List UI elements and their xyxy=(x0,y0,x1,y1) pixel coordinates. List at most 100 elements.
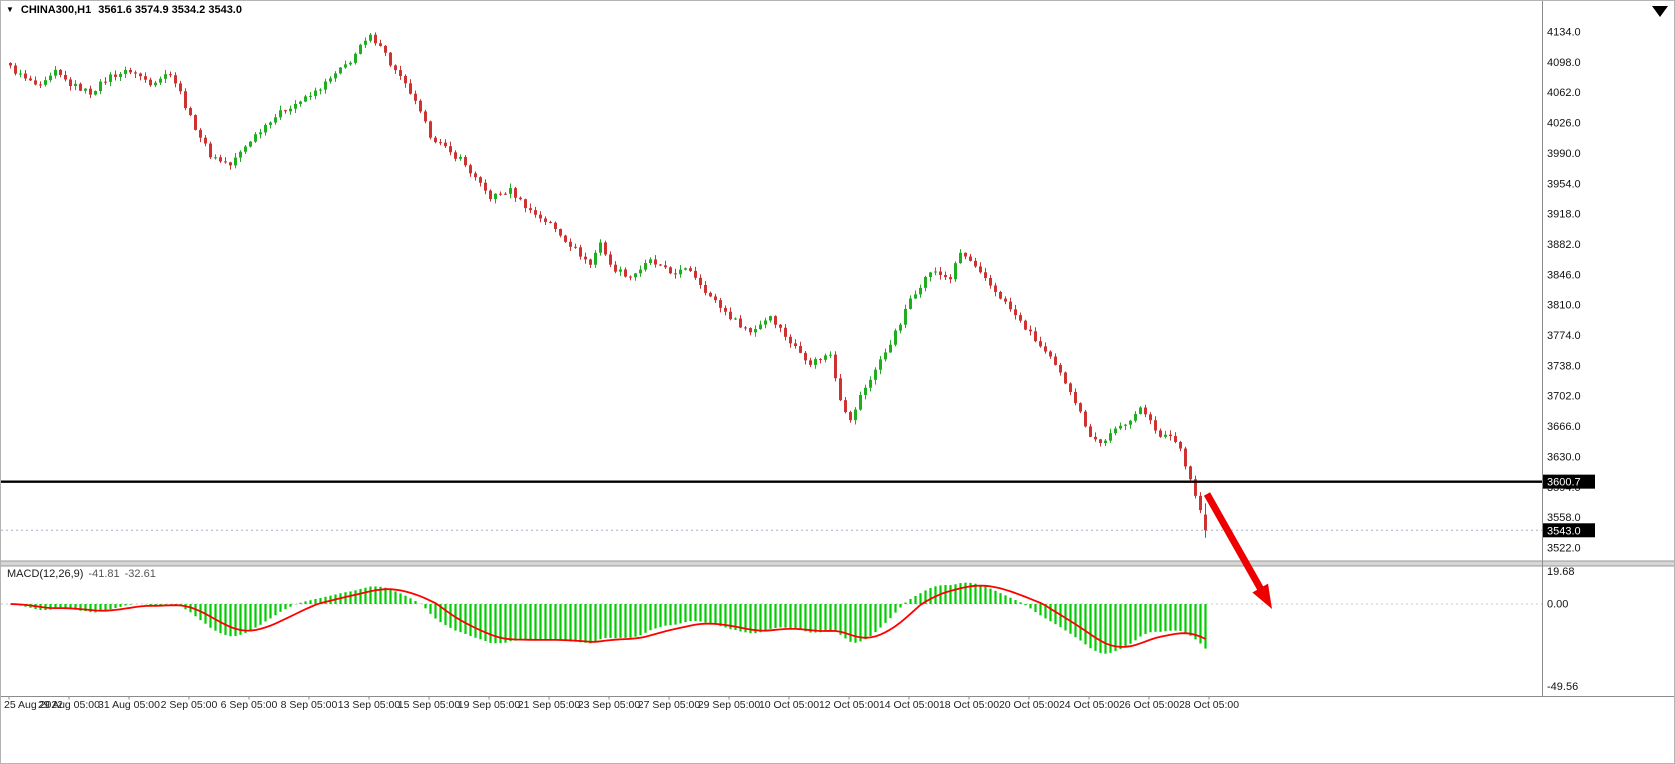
candle-body xyxy=(239,151,242,158)
candle-body xyxy=(439,142,442,144)
candle-body xyxy=(1054,356,1057,365)
macd-tick-label: -49.56 xyxy=(1547,681,1578,693)
candle-body xyxy=(1119,425,1122,429)
price-tick-label: 3630.0 xyxy=(1547,451,1581,463)
candle-body xyxy=(669,267,672,274)
candle-body xyxy=(864,387,867,395)
candle-body xyxy=(1184,448,1187,467)
candle-body xyxy=(324,81,327,90)
candle-body xyxy=(499,193,502,195)
panel-splitter-bar[interactable] xyxy=(1,561,1675,566)
candle-body xyxy=(14,65,17,74)
candle-body xyxy=(69,79,72,87)
candle-body xyxy=(569,241,572,247)
candle-body xyxy=(1134,413,1137,421)
candle-body xyxy=(594,252,597,265)
candle-body xyxy=(699,277,702,285)
time-tick-label: 13 Sep 05:00 xyxy=(338,699,401,711)
candle-body xyxy=(879,359,882,370)
candle-body xyxy=(389,52,392,66)
candle-body xyxy=(844,400,847,413)
candle-body xyxy=(264,124,267,133)
price-tick-label: 3666.0 xyxy=(1547,421,1581,433)
candle-body xyxy=(249,141,252,147)
trend-arrow-shaft[interactable] xyxy=(1203,492,1267,596)
candle-body xyxy=(749,328,752,333)
candle-body xyxy=(474,173,477,178)
candle-body xyxy=(629,276,632,278)
candle-body xyxy=(659,264,662,266)
candle-body xyxy=(549,221,552,223)
time-tick-label: 25 Aug 2022 xyxy=(4,699,63,711)
candle-body xyxy=(654,259,657,265)
candle-body xyxy=(1064,372,1067,384)
chart-shift-marker-icon[interactable] xyxy=(1652,6,1668,17)
candle-body xyxy=(994,285,997,292)
candle-body xyxy=(194,115,197,130)
candle-body xyxy=(604,242,607,255)
candle-body xyxy=(184,91,187,109)
candle-body xyxy=(444,142,447,147)
panel-splitter[interactable] xyxy=(1,560,1675,567)
candle-body xyxy=(869,379,872,388)
candle-body xyxy=(729,311,732,320)
candle-body xyxy=(1164,434,1167,437)
candle-body xyxy=(139,73,142,77)
time-tick-label: 14 Oct 05:00 xyxy=(879,699,939,711)
candle-body xyxy=(174,75,177,84)
trend-arrow[interactable] xyxy=(1203,492,1272,609)
candle-body xyxy=(769,316,772,321)
candle-body xyxy=(684,268,687,270)
price-tick-label: 3702.0 xyxy=(1547,391,1581,403)
macd-axis[interactable]: 19.68 0.00 -49.56 xyxy=(1547,566,1578,693)
candle-body xyxy=(79,83,82,91)
time-tick-label: 18 Oct 05:00 xyxy=(939,699,999,711)
candle-body xyxy=(899,324,902,331)
candle-body xyxy=(1019,315,1022,321)
candle-body xyxy=(929,272,932,277)
candle-body xyxy=(334,73,337,79)
candle-body xyxy=(394,65,397,71)
candle-body xyxy=(1194,479,1197,496)
price-axis[interactable]: 4134.0 4098.0 4062.0 4026.0 3990.0 3954.0 3918… xyxy=(1547,27,1581,555)
candle-body xyxy=(169,74,172,76)
symbol-dropdown-icon[interactable]: ▼ xyxy=(6,5,14,14)
time-tick-label: 24 Oct 05:00 xyxy=(1059,699,1119,711)
candle-body xyxy=(459,156,462,159)
candle-body xyxy=(724,307,727,312)
trend-arrow-head[interactable] xyxy=(1252,583,1272,609)
candle-body xyxy=(984,272,987,279)
candle-body xyxy=(279,110,282,118)
price-tick-label: 3990.0 xyxy=(1547,148,1581,160)
candle-body xyxy=(704,284,707,293)
candle-body xyxy=(124,69,127,74)
candle-body xyxy=(754,329,757,333)
candle-body xyxy=(364,40,367,45)
candle-body xyxy=(954,263,957,280)
price-tick-label: 3810.0 xyxy=(1547,300,1581,312)
candle-body xyxy=(44,80,47,85)
candle-body xyxy=(979,266,982,273)
candle-body xyxy=(544,218,547,222)
time-tick-label: 29 Sep 05:00 xyxy=(698,699,761,711)
candle-body xyxy=(834,354,837,379)
bid-price-badge: 3543.0 xyxy=(1543,523,1595,538)
candle-body xyxy=(559,228,562,236)
candle-body xyxy=(1174,436,1177,442)
candle-body xyxy=(464,156,467,166)
candlestick-series xyxy=(9,32,1207,538)
candle-body xyxy=(759,324,762,330)
candle-body xyxy=(1154,420,1157,431)
candle-body xyxy=(489,190,492,200)
candle-body xyxy=(739,318,742,328)
ohlc-readout: 3561.6 3574.9 3534.2 3543.0 xyxy=(98,4,242,16)
candle-body xyxy=(934,271,937,273)
macd-tick-label: 19.68 xyxy=(1547,566,1575,578)
candle-body xyxy=(1099,439,1102,444)
candle-body xyxy=(839,378,842,401)
candle-body xyxy=(794,343,797,347)
price-tick-label: 4098.0 xyxy=(1547,57,1581,69)
price-tick-label: 3522.0 xyxy=(1547,543,1581,555)
